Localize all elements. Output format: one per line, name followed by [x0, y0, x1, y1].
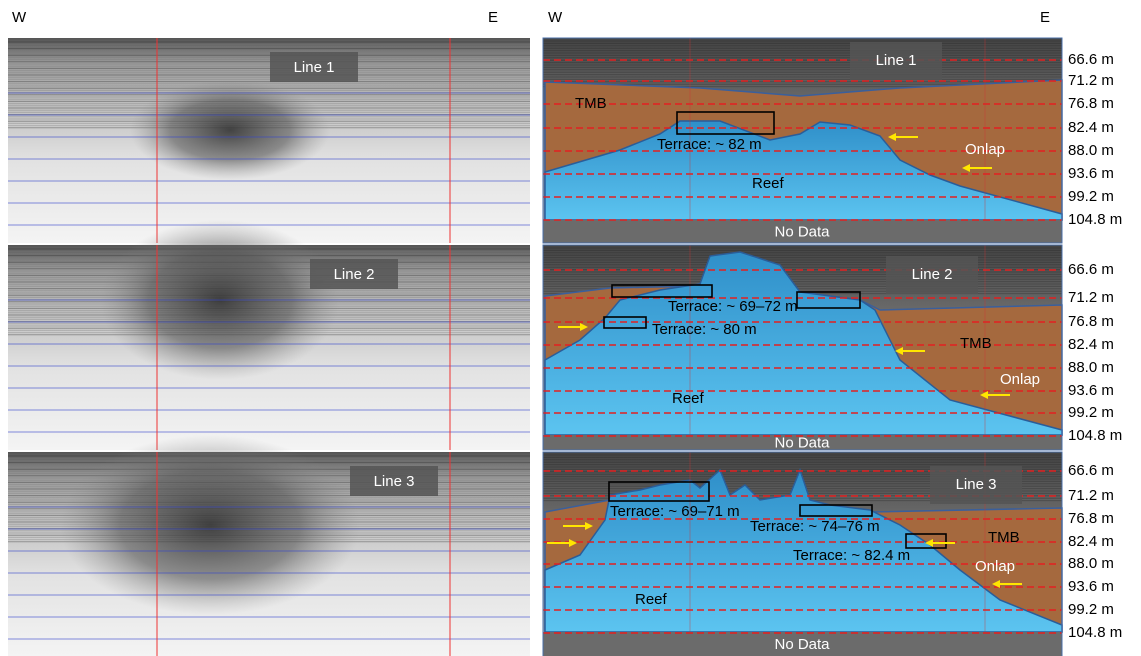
depth-label: 71.2 m	[1068, 72, 1114, 89]
depth-label: 76.8 m	[1068, 510, 1114, 527]
line-label: Line 2	[912, 266, 953, 283]
tmb-label: TMB	[960, 335, 992, 352]
reef-label: Reef	[635, 591, 668, 608]
onlap-label: Onlap	[1000, 371, 1040, 388]
figure: W E W E Line 1 No Data 66.6 m 71.2 m 76.8 m 8…	[0, 0, 1141, 656]
line-label: Line 1	[294, 59, 335, 76]
east-label: E	[1040, 9, 1050, 26]
depth-label: 66.6 m	[1068, 51, 1114, 68]
depth-label: 104.8 m	[1068, 624, 1122, 641]
line-label: Line 3	[374, 473, 415, 490]
depth-label: 93.6 m	[1068, 165, 1114, 182]
tmb-label: TMB	[988, 529, 1020, 546]
depth-label: 82.4 m	[1068, 119, 1114, 136]
depth-label: 88.0 m	[1068, 555, 1114, 572]
depth-label: 93.6 m	[1068, 382, 1114, 399]
onlap-label: Onlap	[975, 558, 1015, 575]
terrace-label: Terrace: ~ 82 m	[657, 136, 762, 153]
depth-label: 88.0 m	[1068, 142, 1114, 159]
no-data-label: No Data	[774, 434, 830, 451]
depth-label: 82.4 m	[1068, 336, 1114, 353]
no-data-label: No Data	[774, 636, 830, 653]
line-label: Line 2	[334, 266, 375, 283]
depth-label: 99.2 m	[1068, 404, 1114, 421]
line-label: Line 1	[876, 52, 917, 69]
depth-label: 66.6 m	[1068, 261, 1114, 278]
reef-label: Reef	[672, 390, 705, 407]
depth-label: 99.2 m	[1068, 601, 1114, 618]
depth-label: 71.2 m	[1068, 487, 1114, 504]
depth-label: 76.8 m	[1068, 95, 1114, 112]
reef-label: Reef	[752, 175, 785, 192]
east-label: E	[488, 9, 498, 26]
no-data-label: No Data	[774, 223, 830, 240]
depth-label: 104.8 m	[1068, 211, 1122, 228]
terrace-label: Terrace: ~ 69–72 m	[668, 298, 798, 315]
line-label: Line 3	[956, 476, 997, 493]
terrace-label: Terrace: ~ 80 m	[652, 321, 757, 338]
onlap-label: Onlap	[965, 141, 1005, 158]
depth-label: 71.2 m	[1068, 289, 1114, 306]
depth-label: 76.8 m	[1068, 313, 1114, 330]
reef-reflection	[60, 435, 360, 615]
depth-label: 82.4 m	[1068, 533, 1114, 550]
depth-label: 66.6 m	[1068, 462, 1114, 479]
tmb-label: TMB	[575, 95, 607, 112]
reef-reflection	[130, 80, 330, 180]
depth-label: 99.2 m	[1068, 188, 1114, 205]
west-label: W	[548, 9, 563, 26]
depth-label: 88.0 m	[1068, 359, 1114, 376]
terrace-label: Terrace: ~ 82.4 m	[793, 547, 910, 564]
terrace-label: Terrace: ~ 69–71 m	[610, 503, 740, 520]
west-label: W	[12, 9, 27, 26]
terrace-label: Terrace: ~ 74–76 m	[750, 518, 880, 535]
depth-label: 104.8 m	[1068, 427, 1122, 444]
depth-label: 93.6 m	[1068, 578, 1114, 595]
